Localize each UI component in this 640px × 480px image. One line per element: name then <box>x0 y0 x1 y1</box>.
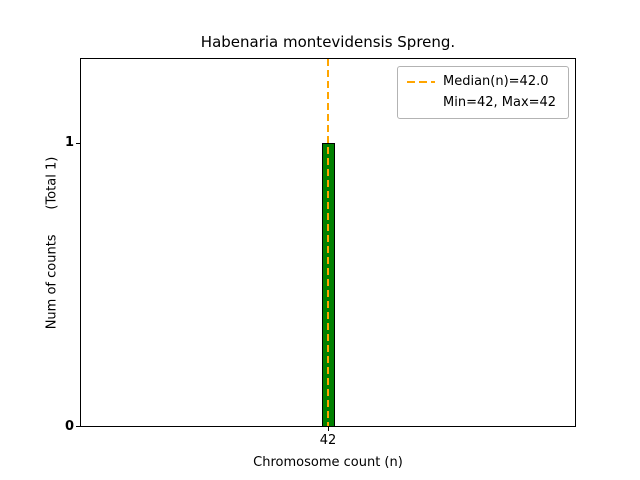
x-tick-mark-42 <box>328 427 329 431</box>
x-tick-label-42: 42 <box>319 433 337 448</box>
legend-median-entry: Median(n)=42.0 <box>407 74 558 90</box>
x-axis-label: Chromosome count (n) <box>253 455 403 470</box>
dashed-line-icon <box>407 81 435 83</box>
legend-minmax-entry: Min=42, Max=42 <box>407 95 558 111</box>
y-axis-label: Num of counts (Total 1) <box>44 156 60 330</box>
legend-median-label: Median(n)=42.0 <box>443 74 549 89</box>
legend: Median(n)=42.0 Min=42, Max=42 <box>397 66 569 119</box>
y-tick-label-0: 0 <box>64 419 74 434</box>
y-tick-label-1: 1 <box>64 135 74 150</box>
median-line <box>327 59 329 426</box>
legend-minmax-label: Min=42, Max=42 <box>443 95 557 110</box>
chart-title: Habenaria montevidensis Spreng. <box>200 33 456 51</box>
y-tick-mark-1 <box>76 143 80 144</box>
y-tick-mark-0 <box>76 426 80 427</box>
